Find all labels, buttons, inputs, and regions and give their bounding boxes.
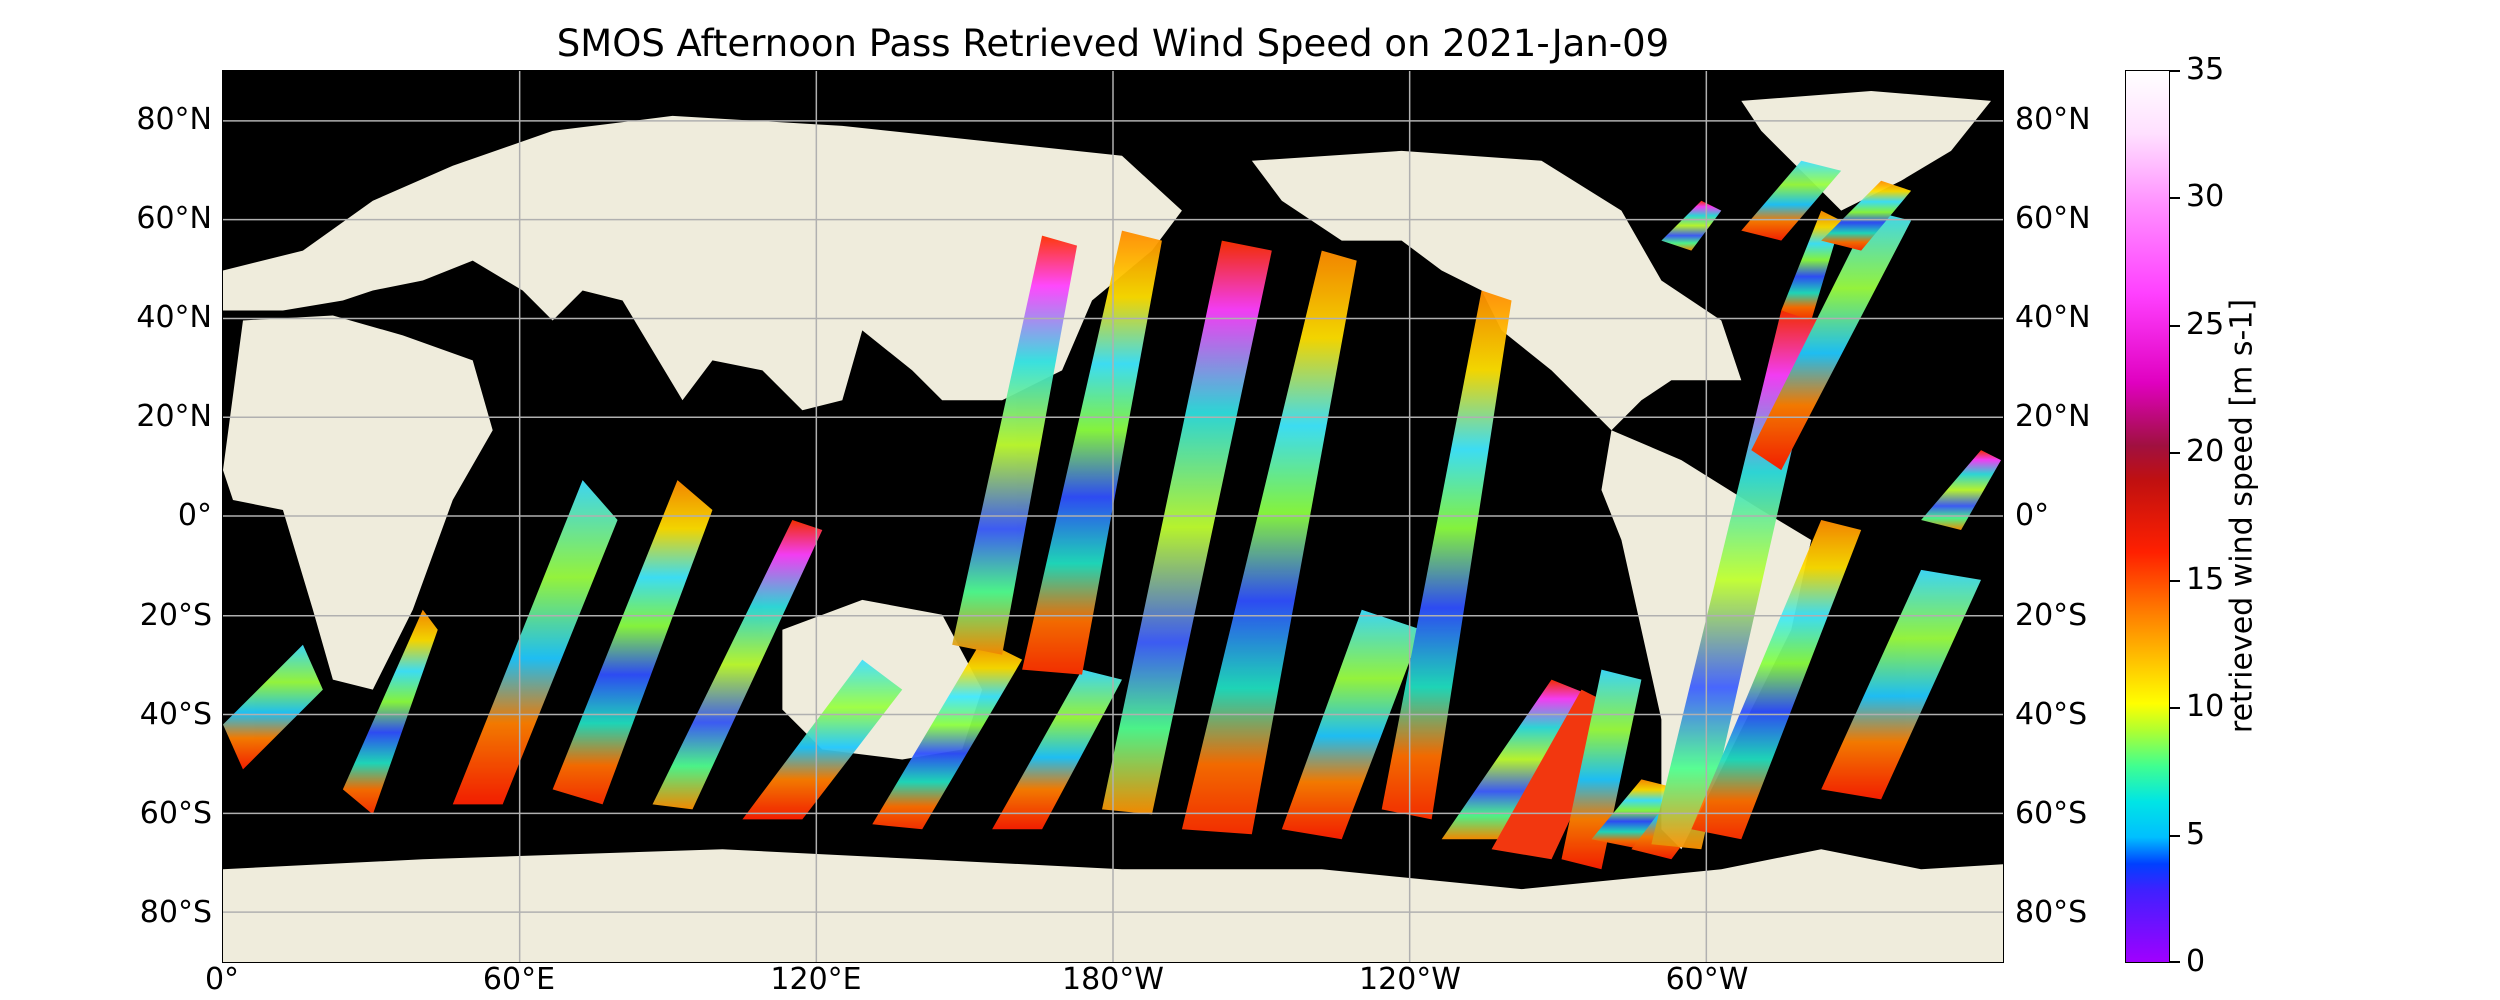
colorbar-tick: [2170, 835, 2180, 837]
lat-label-left: 40°S: [139, 697, 212, 732]
colorbar-tick-label: 30: [2186, 179, 2225, 214]
lat-label-right: 80°S: [2015, 895, 2088, 930]
map-panel[interactable]: [222, 70, 2004, 963]
map-canvas: [223, 71, 2003, 962]
colorbar-tick: [2170, 197, 2180, 199]
colorbar-tick: [2170, 452, 2180, 454]
lon-label: 0°: [204, 962, 240, 997]
colorbar-label: retrieved wind speed [m s-1]: [2224, 298, 2260, 734]
lat-label-left: 80°S: [139, 895, 212, 930]
lat-label-right: 20°S: [2015, 598, 2088, 633]
lat-label-right: 0°: [2015, 498, 2050, 533]
colorbar-tick-label: 25: [2186, 307, 2225, 342]
lon-label: 120°W: [1359, 962, 1461, 997]
lat-label-left: 20°N: [136, 399, 212, 434]
lat-label-left: 40°N: [136, 300, 212, 335]
colorbar-tick-label: 35: [2186, 52, 2225, 87]
colorbar-tick-label: 20: [2186, 434, 2225, 469]
lon-label: 60°E: [482, 962, 556, 997]
lat-label-right: 60°N: [2015, 201, 2091, 236]
colorbar-tick: [2170, 961, 2180, 963]
lat-label-right: 20°N: [2015, 399, 2091, 434]
lon-label: 120°E: [770, 962, 862, 997]
colorbar-tick-label: 5: [2186, 817, 2206, 852]
colorbar-tick: [2170, 70, 2180, 72]
lon-label: 180°W: [1062, 962, 1164, 997]
lat-label-left: 60°N: [136, 201, 212, 236]
wind-swaths: [223, 160, 2002, 870]
map-title: SMOS Afternoon Pass Retrieved Wind Speed…: [556, 22, 1670, 65]
lat-label-left: 20°S: [139, 598, 212, 633]
lat-label-right: 40°S: [2015, 697, 2088, 732]
lat-label-right: 80°N: [2015, 102, 2091, 137]
colorbar-tick: [2170, 707, 2180, 709]
colorbar-tick-label: 0: [2186, 944, 2206, 979]
lat-label-right: 60°S: [2015, 796, 2088, 831]
colorbar-tick-label: 10: [2186, 689, 2225, 724]
lat-label-left: 60°S: [139, 796, 212, 831]
colorbar-tick-label: 15: [2186, 562, 2225, 597]
lat-label-left: 80°N: [136, 102, 212, 137]
lat-label-right: 40°N: [2015, 300, 2091, 335]
colorbar-tick: [2170, 325, 2180, 327]
lon-label: 60°W: [1665, 962, 1749, 997]
lat-label-left: 0°: [177, 498, 212, 533]
colorbar-tick: [2170, 580, 2180, 582]
colorbar: [2125, 70, 2170, 963]
graticule: [223, 71, 2003, 962]
